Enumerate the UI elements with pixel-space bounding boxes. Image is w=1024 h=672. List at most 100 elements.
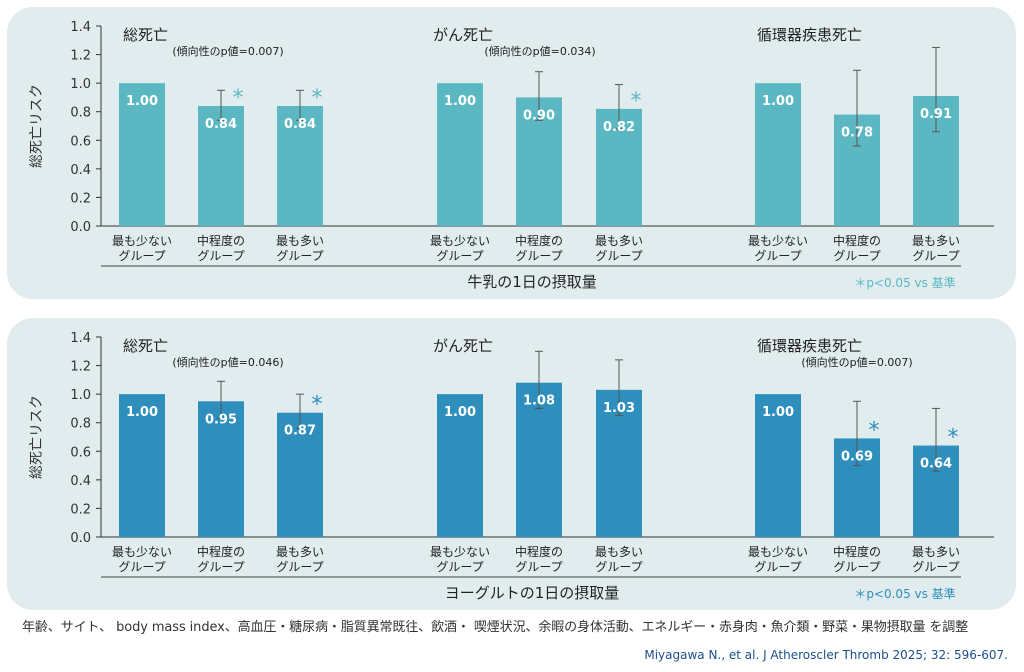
category-label: グループ <box>515 249 562 263</box>
bar-value-label: 0.69 <box>841 449 873 464</box>
category-label: 最も少ない <box>430 545 490 559</box>
bar-value-label: 0.87 <box>284 424 316 439</box>
group-title: 総死亡 <box>123 337 168 355</box>
category-label: 中程度の <box>515 233 563 248</box>
category-label: 中程度の <box>833 233 881 248</box>
yogurt-chart-panel: 0.0 0.2 0.4 0.6 0.8 1.0 1.2 1.4 総死亡リスク 総死亡 (傾向性のp値… <box>7 318 1016 610</box>
bar-value-label: 1.00 <box>126 94 158 109</box>
category-label: グループ <box>595 560 642 574</box>
category-label: 最も少ない <box>112 234 172 248</box>
y-tick-label: 0.0 <box>70 531 91 546</box>
bar-value-label: 0.78 <box>841 126 873 141</box>
category-label: 最も多い <box>912 234 960 248</box>
significance-asterisk: * <box>312 86 323 111</box>
category-label: 最も少ない <box>430 234 490 248</box>
category-label: グループ <box>276 249 323 263</box>
category-label: 最も少ない <box>112 545 172 559</box>
category-label: 最も多い <box>276 545 324 559</box>
milk-chart: 0.0 0.2 0.4 0.6 0.8 1.0 1.2 1.4 総死亡リスク 総死亡 (傾向性のp値… <box>29 20 994 291</box>
bar-value-label: 1.03 <box>603 401 635 416</box>
citation: Miyagawa N., et al. J Atheroscler Thromb… <box>644 648 1008 662</box>
y-tick-label: 0.6 <box>70 445 91 460</box>
group-title: 総死亡 <box>123 26 168 44</box>
category-label: グループ <box>515 560 562 574</box>
y-tick-label: 1.4 <box>70 20 91 35</box>
x-axis-label: ヨーグルトの1日の摂取量 <box>445 584 620 602</box>
category-label: 最も多い <box>595 545 643 559</box>
bar <box>437 83 483 227</box>
adjustment-footnote: 年齢、サイト、 body mass index、高血圧・糖尿病・脂質異常既往、飲… <box>22 620 969 635</box>
category-label: 最も少ない <box>748 545 808 559</box>
category-label: 中程度の <box>197 544 245 559</box>
category-label: 最も多い <box>912 545 960 559</box>
bar-value-label: 0.95 <box>205 412 237 427</box>
category-label: 中程度の <box>197 233 245 248</box>
significance-asterisk: * <box>948 426 959 451</box>
milk-chart-panel: 0.0 0.2 0.4 0.6 0.8 1.0 1.2 1.4 総死亡リスク 総死亡 (傾向性のp値… <box>7 7 1016 299</box>
category-label: グループ <box>436 560 483 574</box>
y-tick-label: 1.0 <box>70 77 91 92</box>
category-label: グループ <box>436 249 483 263</box>
bar <box>277 106 323 226</box>
trend-p-value: (傾向性のp値=0.007) <box>172 44 283 58</box>
y-tick-label: 0.4 <box>70 163 91 178</box>
category-label: グループ <box>912 560 959 574</box>
y-tick-label: 0.6 <box>70 134 91 149</box>
category-label: グループ <box>276 560 323 574</box>
bar-value-label: 1.00 <box>444 94 476 109</box>
bar <box>198 106 244 226</box>
category-label: グループ <box>118 249 165 263</box>
y-tick-label: 0.0 <box>70 220 91 235</box>
group-title: がん死亡 <box>433 337 493 355</box>
category-label: グループ <box>595 249 642 263</box>
y-tick-label: 0.8 <box>70 417 91 432</box>
group-title: 循環器疾患死亡 <box>757 337 862 355</box>
bar-value-label: 1.08 <box>523 394 555 409</box>
trend-p-value: (傾向性のp値=0.046) <box>172 355 283 369</box>
category-label: 最も多い <box>595 234 643 248</box>
category-label: 最も多い <box>276 234 324 248</box>
bar <box>119 83 165 227</box>
category-label: グループ <box>912 249 959 263</box>
y-tick-label: 0.2 <box>70 502 91 517</box>
category-label: グループ <box>118 560 165 574</box>
category-label: グループ <box>754 249 801 263</box>
y-axis-label: 総死亡リスク <box>29 84 45 168</box>
category-label: グループ <box>833 249 880 263</box>
bar <box>755 83 801 227</box>
bar-value-label: 0.91 <box>920 107 952 122</box>
bar-value-label: 1.00 <box>762 405 794 420</box>
group-title: がん死亡 <box>433 26 493 44</box>
bar-value-label: 0.64 <box>920 457 952 472</box>
y-tick-label: 1.0 <box>70 388 91 403</box>
category-label: 最も少ない <box>748 234 808 248</box>
trend-p-value: (傾向性のp値=0.007) <box>801 355 912 369</box>
significance-asterisk: * <box>869 418 880 443</box>
significance-asterisk: * <box>312 393 323 418</box>
bar <box>198 401 244 537</box>
y-tick-label: 1.2 <box>70 49 91 64</box>
bar-value-label: 1.00 <box>762 94 794 109</box>
category-label: グループ <box>754 560 801 574</box>
bar <box>277 412 323 537</box>
significance-asterisk: * <box>233 86 244 111</box>
category-label: グループ <box>197 249 244 263</box>
bar-value-label: 0.84 <box>205 117 237 132</box>
significance-legend: ＊p<0.05 vs 基準 <box>854 586 955 601</box>
y-axis-label: 総死亡リスク <box>29 395 45 479</box>
y-tick-label: 0.8 <box>70 106 91 121</box>
y-tick-label: 1.4 <box>70 331 91 346</box>
category-label: 中程度の <box>515 544 563 559</box>
group-title: 循環器疾患死亡 <box>757 26 862 44</box>
trend-p-value: (傾向性のp値=0.034) <box>484 44 595 58</box>
yogurt-chart: 0.0 0.2 0.4 0.6 0.8 1.0 1.2 1.4 総死亡リスク 総死亡 (傾向性のp値… <box>29 331 994 602</box>
y-tick-label: 0.2 <box>70 191 91 206</box>
significance-legend: ＊p<0.05 vs 基準 <box>854 275 955 290</box>
category-label: グループ <box>833 560 880 574</box>
bar-value-label: 0.82 <box>603 120 635 135</box>
bar-value-label: 1.00 <box>444 405 476 420</box>
bar-value-label: 0.84 <box>284 117 316 132</box>
y-tick-label: 1.2 <box>70 360 91 375</box>
bar <box>437 394 483 537</box>
category-label: グループ <box>197 560 244 574</box>
